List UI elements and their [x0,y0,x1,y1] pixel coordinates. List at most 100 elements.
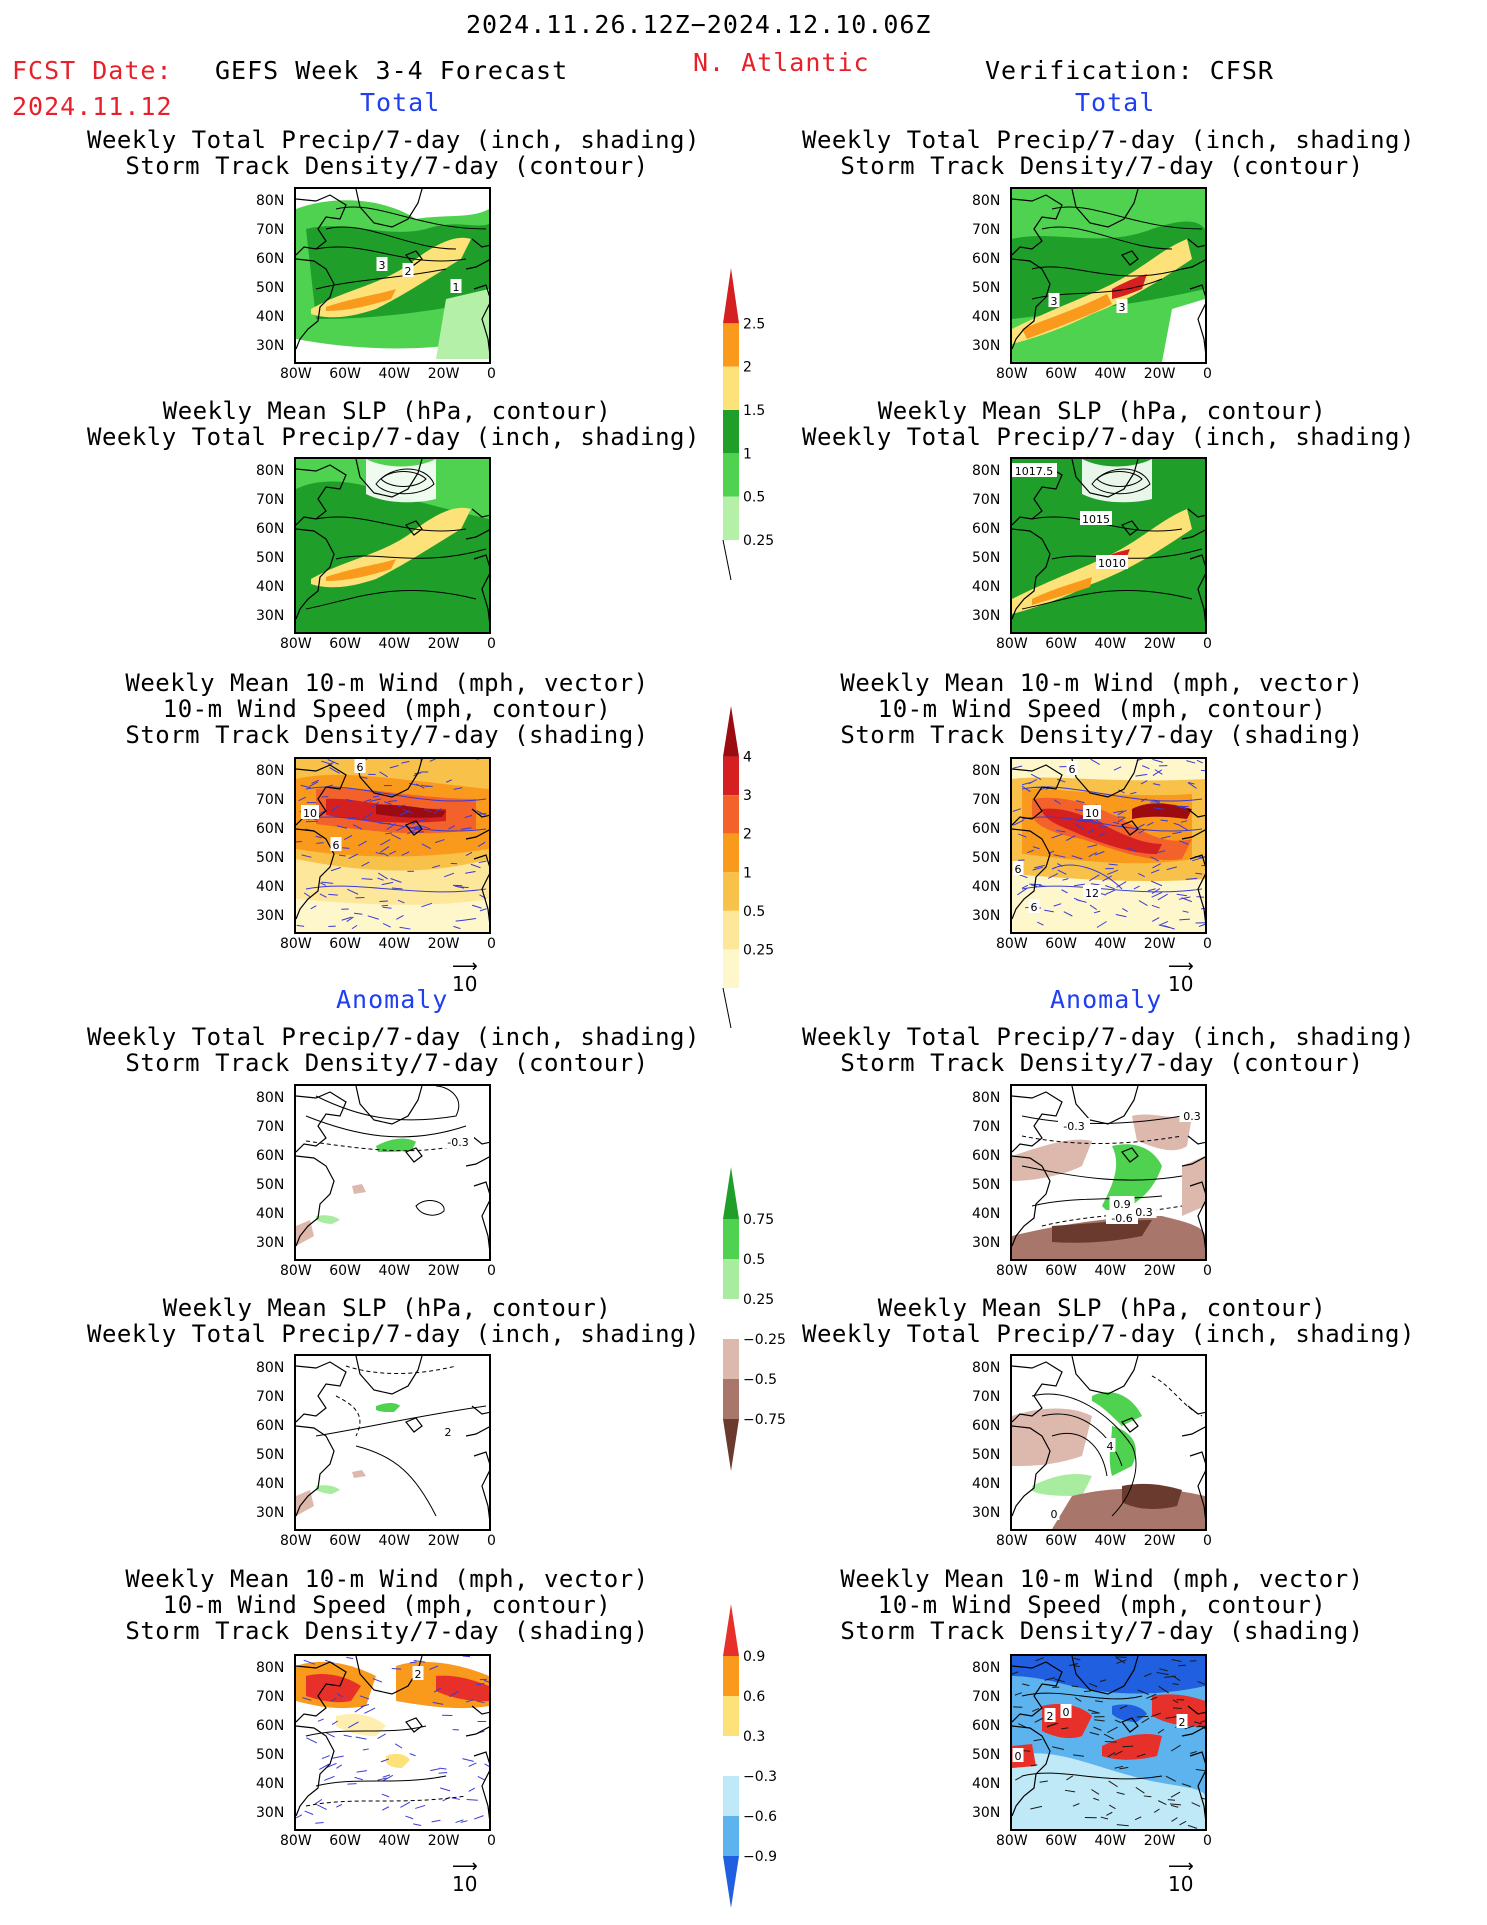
precip-area [1162,299,1205,362]
wind-vector [464,918,477,921]
wind-vector [358,840,367,847]
coastline-path [473,854,489,923]
lat-tick-label: 30N [256,908,285,924]
lat-tick-label: 60N [972,1418,1001,1434]
storm-area [1042,808,1162,854]
wind-vector [303,1659,316,1665]
coastline-path [1121,1417,1139,1433]
wind-vector [1159,1668,1168,1672]
contour-label: 2 [1047,1710,1054,1723]
wind-vector [359,1695,370,1700]
map-canvas: 2 [296,1356,489,1529]
wind-vector [1027,849,1034,854]
wind-vector [389,765,399,769]
coastline-path [355,759,423,798]
lon-tick-label: 40W [378,636,411,652]
map-verification-wind-storm-total: 6 10 6 12 6 [1010,757,1207,934]
coastline-path [1071,1086,1139,1125]
coastline-path [465,1156,489,1167]
wind-vector [1105,889,1116,895]
colorbar-swatch [723,1219,739,1259]
wind-vector [371,801,380,808]
wind-vector [1152,759,1163,763]
lon-tick-label: 0 [1203,1833,1212,1849]
lat-tick-label: 60N [972,821,1001,837]
wind-vector [1093,910,1101,914]
wind-vector [300,784,311,789]
contour-line [305,1725,427,1737]
lat-tick-label: 80N [256,763,285,779]
colorbar-anomaly-precip: 0.75 0.5 0.25 −0.25 −0.5 −0.75 [723,1167,813,1487]
colorbar-swatch [723,1339,739,1379]
wind-vector [1150,869,1160,874]
contour-label-bg [1083,885,1101,899]
wind-vector [1012,1671,1019,1675]
wind-vector [388,850,397,855]
wind-vector [346,1656,354,1660]
wind-vector [1075,899,1087,903]
wind-vector [1198,923,1205,928]
wind-vector [1135,1786,1145,1794]
map-canvas: -0.30.30.9-0.6 0.3 [1012,1086,1205,1259]
wind-vector [430,1768,440,1772]
wind-vector [1115,1657,1126,1664]
lat-tick-label: 50N [256,1177,285,1193]
wind-vector [1136,823,1145,829]
wind-vector [1039,1780,1048,1783]
coastline-path [296,1425,335,1517]
coastline-path [1012,1425,1051,1517]
lat-tick-label: 60N [256,821,285,837]
wind-vector [415,1804,426,1809]
wind-vector [1163,924,1175,930]
lon-tick-label: 0 [487,366,496,382]
coastline-path [355,1356,423,1395]
precip-area [436,289,489,359]
lat-tick-label: 80N [972,193,1001,209]
contour-line [1041,226,1173,250]
wind-vector [361,861,370,867]
coastline [1012,759,1205,923]
precip-area [326,559,396,581]
wind-vector [413,1823,422,1826]
coastline-path [1189,1751,1205,1820]
lon-tick-label: 20W [427,936,460,952]
wind-vector [372,1678,383,1683]
wind-vector [449,1690,460,1698]
map-verification-slp-precip-total: 1017.5 1015 1010 [1010,457,1207,634]
wind-vector [1046,1722,1059,1728]
wind-vector [1150,856,1160,862]
map-forecast-slp-precip-anomaly: 2 [294,1354,491,1531]
contour-label-bg [442,1424,454,1438]
wind-vector [455,919,465,922]
wind-vector [367,915,379,920]
wind-vector [1193,1721,1202,1725]
coastline-path [1012,1725,1051,1817]
contour-label-bg [1060,1704,1072,1718]
lat-tick-label: 30N [972,608,1001,624]
wind-vector [377,877,384,881]
wind-vector [303,892,311,897]
contour-label: 3 [379,259,386,272]
colorbar-svg: 0.9 0.6 0.3 −0.3 −0.6 −0.9 [723,1604,777,1908]
wind-vector [483,1679,489,1683]
coastline [296,1356,489,1520]
lat-tick-label: 80N [256,1660,285,1676]
coastline-path [405,1417,423,1433]
map-background [296,1086,489,1259]
wind-vector [466,1698,475,1703]
lon-tick-label: 0 [1203,636,1212,652]
colorbar-level-label: 1 [743,865,752,881]
wind-vector [1021,1683,1030,1687]
wind-vector [465,870,476,874]
wind-vector [1136,1753,1146,1758]
anomaly-area [316,1485,340,1494]
coastline [1012,1656,1205,1820]
colorbar-swatch [723,410,739,454]
lat-tick-label: 60N [256,1148,285,1164]
wind-vector [462,1656,471,1658]
lon-tick-label: 0 [487,1833,496,1849]
wind-vector [351,924,358,930]
colorbar-tail [722,539,732,581]
wind-vector [1054,799,1061,805]
